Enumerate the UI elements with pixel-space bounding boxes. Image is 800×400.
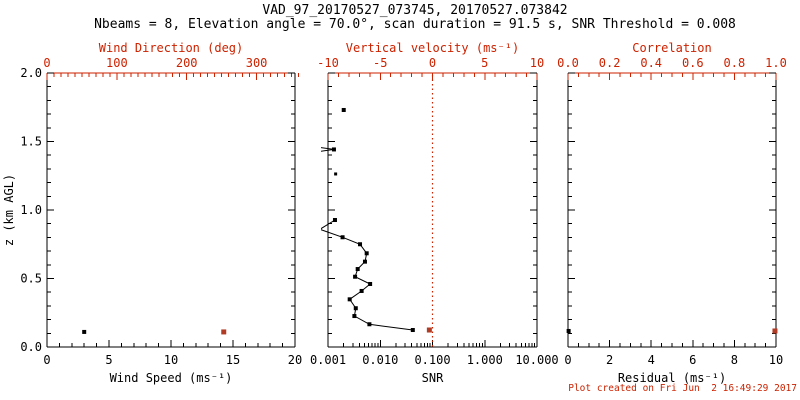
panel-residual: 0 2 4 6 8 10 0.0 0.2 0.4 0.6 0.8 1.0 Correlation Resi… bbox=[557, 41, 787, 385]
snr-arrow-segment bbox=[321, 147, 336, 152]
wind-top-tick-label: 0 bbox=[43, 56, 50, 70]
wind-top-axis-label: Wind Direction (deg) bbox=[99, 41, 244, 55]
vertical-velocity-point bbox=[426, 327, 432, 333]
y-tick-label: 1.5 bbox=[20, 135, 42, 149]
snr-profile-marker bbox=[368, 281, 373, 286]
snr-profile-marker bbox=[332, 218, 337, 223]
snr-point-mid bbox=[334, 172, 338, 176]
snr-profile-marker bbox=[355, 267, 360, 272]
snr-point-upper bbox=[341, 107, 346, 112]
wind-speed-point-marker bbox=[82, 329, 87, 334]
snr-profile bbox=[321, 218, 415, 333]
residual-bottom-tick-label: 6 bbox=[689, 353, 696, 367]
y-tick-label: 2.0 bbox=[20, 66, 42, 80]
wind-top-tick-label: 200 bbox=[176, 56, 198, 70]
snr-bottom-tick-label: 0.100 bbox=[414, 353, 450, 367]
snr-bottom-axis-label: SNR bbox=[422, 371, 444, 385]
snr-profile-marker bbox=[364, 251, 369, 256]
wind-speed-point bbox=[82, 329, 87, 334]
snr-profile-marker bbox=[362, 259, 367, 264]
vertical-velocity-point-marker bbox=[426, 327, 432, 333]
axes-residual bbox=[567, 72, 777, 348]
wind-bottom-tick-label: 20 bbox=[288, 353, 302, 367]
correlation-point-marker bbox=[772, 328, 778, 334]
snr-top-tick-label: -10 bbox=[317, 56, 339, 70]
residual-top-axis-label: Correlation bbox=[632, 41, 711, 55]
wind-direction-point bbox=[221, 329, 227, 335]
residual-point-marker bbox=[566, 328, 571, 333]
snr-profile-marker bbox=[367, 322, 372, 327]
residual-top-tick-label: 0.4 bbox=[640, 56, 662, 70]
snr-point-upper-marker bbox=[341, 107, 346, 112]
residual-bottom-tick-label: 10 bbox=[769, 353, 783, 367]
wind-bottom-tick-label: 10 bbox=[164, 353, 178, 367]
residual-top-tick-label: 1.0 bbox=[765, 56, 787, 70]
snr-profile-line bbox=[321, 219, 413, 331]
snr-point-mid-marker bbox=[334, 172, 338, 176]
wind-bottom-tick-label: 0 bbox=[43, 353, 50, 367]
axes-snr bbox=[327, 72, 538, 348]
y-axis-label: z (km AGL) bbox=[2, 174, 16, 246]
snr-top-tick-label: -5 bbox=[373, 56, 387, 70]
wind-bottom-tick-label: 15 bbox=[226, 353, 240, 367]
snr-bottom-tick-label: 1.000 bbox=[467, 353, 503, 367]
wind-top-tick-label: 100 bbox=[106, 56, 128, 70]
snr-top-tick-label: 0 bbox=[429, 56, 436, 70]
residual-point bbox=[566, 328, 571, 333]
snr-bottom-tick-label: 0.001 bbox=[310, 353, 346, 367]
snr-bottom-tick-label: 10.000 bbox=[515, 353, 558, 367]
residual-bottom-tick-label: 4 bbox=[648, 353, 655, 367]
snr-profile-marker bbox=[410, 328, 415, 333]
axes-wind bbox=[46, 72, 299, 348]
residual-bottom-axis-label: Residual (ms⁻¹) bbox=[618, 371, 726, 385]
plot-created-timestamp: Plot created on Fri Jun 2 16:49:29 2017 bbox=[568, 383, 797, 394]
residual-top-tick-label: 0.2 bbox=[599, 56, 621, 70]
residual-bottom-tick-label: 2 bbox=[606, 353, 613, 367]
correlation-point bbox=[772, 328, 778, 334]
wind-bottom-axis-label: Wind Speed (ms⁻¹) bbox=[110, 371, 233, 385]
snr-profile-marker bbox=[340, 235, 345, 240]
snr-top-tick-label: 5 bbox=[481, 56, 488, 70]
wind-direction-point-marker bbox=[221, 329, 227, 335]
y-tick-label: 0.5 bbox=[20, 272, 42, 286]
snr-profile-marker bbox=[358, 242, 363, 247]
snr-profile-marker bbox=[359, 288, 364, 293]
snr-top-axis-label: Vertical velocity (ms⁻¹) bbox=[346, 41, 519, 55]
plot-subtitle: Nbeams = 8, Elevation angle = 70.0°, sca… bbox=[94, 17, 736, 32]
y-tick-label: 0.0 bbox=[20, 340, 42, 354]
panel-snr: 0.001 0.010 0.100 1.000 10.000 -10 -5 0 5 10 Verti… bbox=[310, 41, 559, 385]
snr-profile-marker bbox=[353, 274, 358, 279]
residual-top-tick-label: 0.6 bbox=[682, 56, 704, 70]
snr-profile-marker bbox=[347, 297, 352, 302]
residual-bottom-tick-label: 8 bbox=[731, 353, 738, 367]
snr-arrow-segment-line bbox=[321, 147, 335, 152]
snr-profile-marker bbox=[352, 314, 357, 319]
snr-arrow-segment-marker bbox=[331, 147, 336, 152]
snr-bottom-tick-label: 0.010 bbox=[362, 353, 398, 367]
wind-top-tick-label: 300 bbox=[246, 56, 268, 70]
plot-title: VAD_97_20170527_073745, 20170527.073842 bbox=[262, 3, 568, 18]
residual-top-tick-label: 0.8 bbox=[724, 56, 746, 70]
residual-top-tick-label: 0.0 bbox=[557, 56, 579, 70]
wind-bottom-tick-label: 5 bbox=[105, 353, 112, 367]
residual-bottom-tick-label: 0 bbox=[564, 353, 571, 367]
y-tick-label: 1.0 bbox=[20, 203, 42, 217]
snr-profile-marker bbox=[353, 306, 358, 311]
snr-top-tick-label: 10 bbox=[530, 56, 544, 70]
